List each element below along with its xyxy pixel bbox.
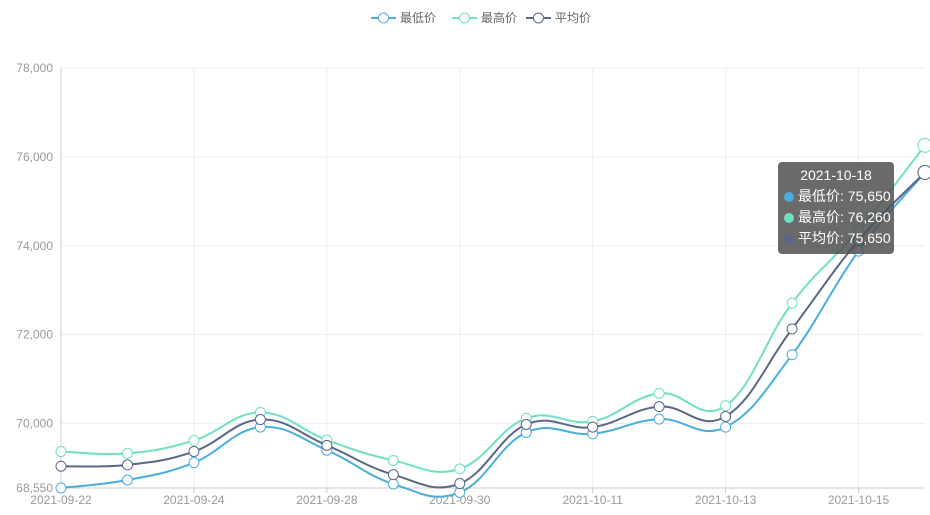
data-point-avg[interactable] — [55, 460, 67, 472]
data-point-high[interactable] — [188, 434, 200, 446]
data-point-high[interactable] — [55, 446, 67, 458]
y-tick-label: 72,000 — [16, 328, 53, 342]
data-point-high[interactable] — [121, 447, 133, 459]
data-point-low[interactable] — [188, 457, 200, 469]
data-point-avg[interactable] — [587, 421, 599, 433]
hover-tooltip: 2021-10-18 最低价: 75,650 最高价: 76,260 平均价: … — [778, 162, 894, 254]
legend-marker-icon — [533, 12, 544, 24]
data-point-avg[interactable] — [454, 478, 466, 490]
y-tick-label: 74,000 — [16, 239, 53, 253]
legend[interactable]: 最低价 最高价 平均价 — [371, 10, 591, 25]
data-point-avg[interactable] — [520, 418, 532, 430]
grid-lines — [60, 67, 925, 489]
tooltip-row-low: 最低价: 75,650 — [778, 186, 894, 207]
data-point-avg[interactable] — [786, 323, 798, 335]
tooltip-dot-avg — [784, 233, 794, 244]
data-point-avg[interactable] — [720, 410, 732, 422]
x-tick-label: 2021-09-28 — [296, 493, 358, 507]
legend-item-low[interactable]: 最低价 — [371, 11, 436, 25]
data-point-avg[interactable] — [917, 164, 930, 180]
y-tick-label: 76,000 — [16, 150, 53, 164]
data-point-high[interactable] — [454, 463, 466, 475]
data-point-avg[interactable] — [254, 414, 266, 426]
tooltip-title: 2021-10-18 — [800, 167, 872, 183]
y-tick-label: 68,550 — [16, 481, 53, 495]
tooltip-label-low: 最低价: 75,650 — [798, 188, 891, 204]
data-point-avg[interactable] — [321, 439, 333, 451]
data-point-high[interactable] — [720, 400, 732, 412]
x-tick-label: 2021-10-15 — [828, 493, 890, 507]
axes: 68,550 70,000 72,000 74,000 76,000 78,000 2021… — [16, 61, 925, 507]
x-tick-label: 2021-10-13 — [695, 493, 757, 507]
tooltip-dot-low — [784, 191, 794, 202]
legend-marker-icon — [459, 12, 470, 24]
legend-label: 最低价 — [400, 11, 436, 25]
y-tick-label: 78,000 — [16, 61, 53, 75]
x-tick-label: 2021-10-11 — [562, 493, 623, 507]
y-tick-label: 70,000 — [16, 417, 53, 431]
tooltip-label-high: 最高价: 76,260 — [798, 209, 891, 225]
data-point-avg[interactable] — [653, 401, 665, 413]
legend-item-avg[interactable]: 平均价 — [526, 11, 591, 25]
data-point-low[interactable] — [653, 413, 665, 425]
data-point-high[interactable] — [653, 387, 665, 399]
data-point-low[interactable] — [786, 349, 798, 361]
data-point-high[interactable] — [917, 137, 930, 153]
data-point-low[interactable] — [387, 478, 399, 490]
legend-label: 最高价 — [481, 10, 517, 25]
x-tick-label: 2021-09-24 — [163, 493, 225, 507]
tooltip-label-avg: 平均价: 75,650 — [798, 230, 891, 246]
legend-item-high[interactable]: 最高价 — [452, 10, 517, 25]
data-point-high[interactable] — [387, 454, 399, 466]
tooltip-row-high: 最高价: 76,260 — [778, 207, 894, 228]
legend-label: 平均价 — [555, 11, 591, 25]
data-point-low[interactable] — [121, 474, 133, 486]
data-point-high[interactable] — [786, 297, 798, 309]
tooltip-dot-high — [784, 212, 794, 223]
legend-marker-icon — [378, 12, 389, 24]
data-point-low[interactable] — [720, 421, 732, 433]
x-tick-label: 2021-09-22 — [30, 493, 92, 507]
data-point-avg[interactable] — [121, 459, 133, 471]
data-point-low[interactable] — [55, 482, 67, 494]
data-point-avg[interactable] — [387, 469, 399, 481]
data-point-avg[interactable] — [188, 446, 200, 458]
tooltip-row-avg: 平均价: 75,650 — [778, 228, 894, 249]
